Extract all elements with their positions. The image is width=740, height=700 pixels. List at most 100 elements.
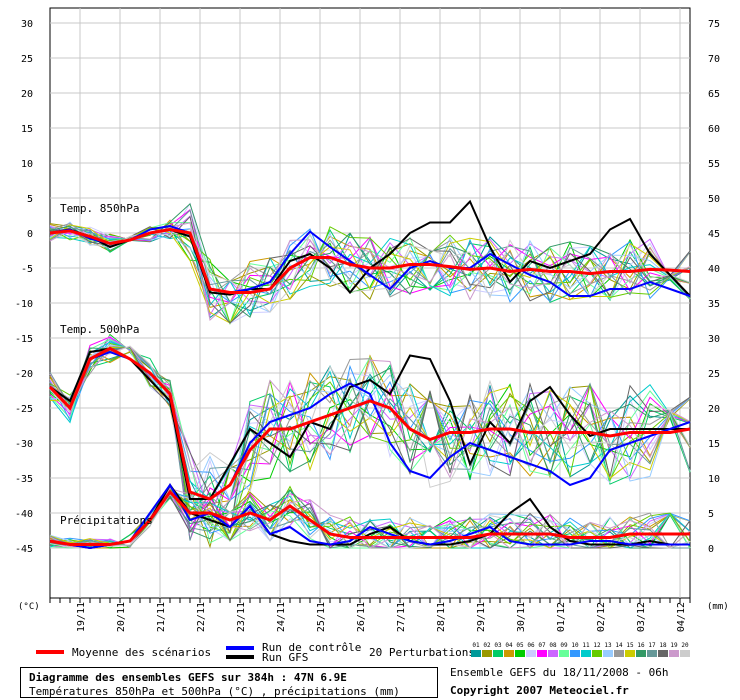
left-tick-label: -30 xyxy=(15,439,33,450)
member-swatch xyxy=(625,650,635,657)
left-tick-label: 5 xyxy=(27,194,33,205)
member-swatch xyxy=(537,650,547,657)
member-number: 02 xyxy=(483,642,491,649)
series-gfs-t500 xyxy=(49,347,690,500)
member-17-precip xyxy=(49,489,690,549)
member-number: 03 xyxy=(494,642,502,649)
member-02-t500 xyxy=(49,349,691,549)
right-tick-label: 15 xyxy=(708,439,720,450)
member-01-t500 xyxy=(49,351,691,521)
series-mean-t500 xyxy=(48,346,691,501)
x-tick-label: 25/11 xyxy=(316,602,327,632)
member-number: 15 xyxy=(626,642,634,649)
run-info: Ensemble GEFS du 18/11/2008 - 06h xyxy=(450,666,669,679)
member-swatch xyxy=(636,650,646,657)
left-tick-label: -40 xyxy=(15,509,33,520)
label-t850: Temp. 850hPa xyxy=(60,202,139,215)
member-swatch xyxy=(559,650,569,657)
member-number: 13 xyxy=(604,642,612,649)
member-swatch xyxy=(526,650,536,657)
member-19-t850 xyxy=(49,222,691,321)
right-tick-label: 70 xyxy=(708,54,720,65)
left-tick-label: 25 xyxy=(21,54,33,65)
left-tick-label: 30 xyxy=(21,19,33,30)
member-swatch xyxy=(669,650,679,657)
chart-subtitle: Températures 850hPa et 500hPa (°C) , pré… xyxy=(29,685,400,698)
right-tick-label: 25 xyxy=(708,369,720,380)
member-swatch xyxy=(482,650,492,657)
member-number: 20 xyxy=(681,642,689,649)
left-tick-label: -35 xyxy=(15,474,33,485)
right-tick-label: 5 xyxy=(708,509,714,520)
member-number: 05 xyxy=(516,642,524,649)
x-tick-label: 28/11 xyxy=(436,602,447,632)
left-tick-label: 20 xyxy=(21,89,33,100)
member-number: 12 xyxy=(593,642,601,649)
label-precip: Précipitations xyxy=(60,514,153,527)
left-tick-label: -5 xyxy=(21,264,33,275)
member-05-t500 xyxy=(49,333,691,532)
member-number: 01 xyxy=(472,642,480,649)
legend-gfs-label: Run GFS xyxy=(262,651,308,664)
left-tick-label: -20 xyxy=(15,369,33,380)
member-20-t500 xyxy=(49,345,691,493)
member-swatch xyxy=(581,650,591,657)
member-swatch xyxy=(504,650,514,657)
member-number: 11 xyxy=(582,642,590,649)
member-number: 04 xyxy=(505,642,513,649)
member-09-t850 xyxy=(49,221,691,325)
member-swatch xyxy=(614,650,624,657)
member-swatch xyxy=(603,650,613,657)
x-tick-label: 23/11 xyxy=(236,602,247,632)
member-14-t500 xyxy=(49,345,691,513)
main-series xyxy=(48,199,691,550)
x-tick-label: 24/11 xyxy=(276,602,287,632)
member-swatch xyxy=(570,650,580,657)
member-number: 19 xyxy=(670,642,678,649)
left-tick-label: 10 xyxy=(21,159,33,170)
copyright: Copyright 2007 Meteociel.fr xyxy=(450,684,629,697)
label-t500: Temp. 500hPa xyxy=(60,323,139,336)
x-tick-label: 21/11 xyxy=(156,602,167,632)
x-tick-label: 29/11 xyxy=(476,602,487,632)
member-number: 17 xyxy=(648,642,656,649)
member-legend: 01 02 03 04 05 06 07 08 09 10 11 12 13 14 15 16 17 18 19 20 xyxy=(471,642,690,657)
left-tick-label: -10 xyxy=(15,299,33,310)
right-tick-label: 60 xyxy=(708,124,720,135)
x-tick-label: 30/11 xyxy=(516,602,527,632)
left-tick-label: 0 xyxy=(27,229,33,240)
right-tick-label: 65 xyxy=(708,89,720,100)
x-tick-label: 22/11 xyxy=(196,602,207,632)
right-tick-label: 45 xyxy=(708,229,720,240)
right-tick-label: 50 xyxy=(708,194,720,205)
legend-control-label: Run de contrôle xyxy=(262,641,361,654)
legend-perturbations-label: 20 Perturbations xyxy=(369,646,475,659)
member-swatch xyxy=(548,650,558,657)
member-number: 18 xyxy=(659,642,667,649)
x-axis: 19/11 20/11 21/11 22/11 23/11 24/11 25/11 26/11… xyxy=(49,598,691,632)
member-number: 06 xyxy=(527,642,535,649)
member-swatch xyxy=(493,650,503,657)
member-number: 08 xyxy=(549,642,557,649)
right-tick-label: 0 xyxy=(708,544,714,555)
member-number: 16 xyxy=(637,642,645,649)
left-tick-label: 15 xyxy=(21,124,33,135)
x-tick-label: 04/12 xyxy=(676,602,687,632)
member-swatch xyxy=(471,650,481,657)
x-tick-label: 01/12 xyxy=(556,602,567,632)
member-20-t850 xyxy=(49,228,691,313)
right-tick-label: 40 xyxy=(708,264,720,275)
x-tick-label: 27/11 xyxy=(396,602,407,632)
member-number: 14 xyxy=(615,642,623,649)
right-tick-label: 35 xyxy=(708,299,720,310)
member-17-t500 xyxy=(49,346,691,541)
right-tick-label: 75 xyxy=(708,19,720,30)
left-tick-label: -15 xyxy=(15,334,33,345)
series-control-precip xyxy=(49,483,690,550)
member-13-t500 xyxy=(49,344,691,503)
member-number: 07 xyxy=(538,642,546,649)
legend-mean-label: Moyenne des scénarios xyxy=(72,646,211,659)
right-tick-label: 30 xyxy=(708,334,720,345)
x-tick-label: 03/12 xyxy=(636,602,647,632)
